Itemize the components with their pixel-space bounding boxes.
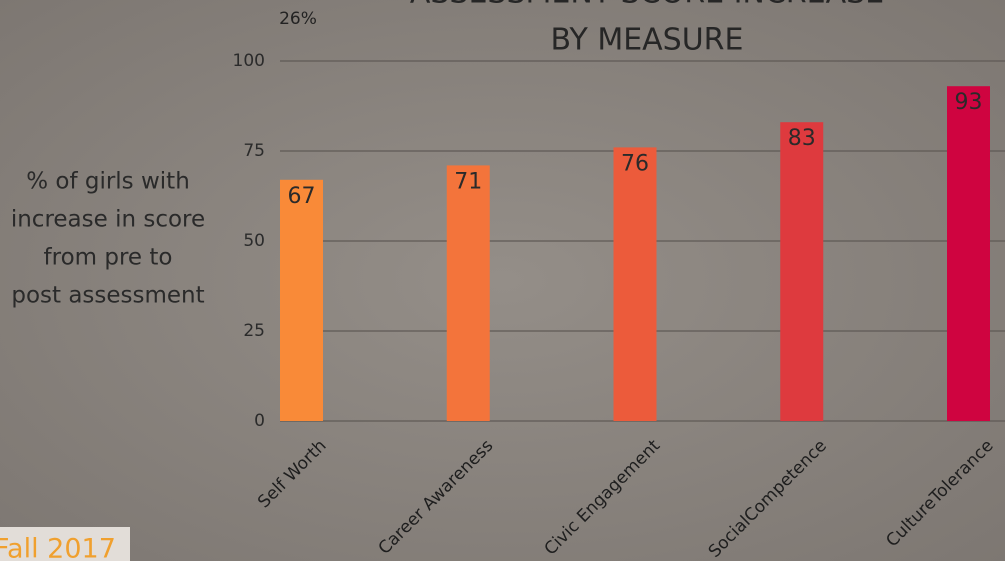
value-label: 67: [288, 184, 316, 209]
bar: [614, 147, 657, 421]
value-label: 71: [454, 169, 482, 194]
y-axis-label: % of girls with: [26, 169, 190, 195]
background: [0, 0, 1005, 561]
chart: ASSESSMENT SCORE INCREASE BY MEASURE 26%…: [0, 0, 1005, 561]
y-axis-label: from pre to: [44, 245, 173, 271]
bar: [280, 180, 323, 421]
bar: [780, 122, 823, 421]
y-tick-label: 0: [254, 411, 265, 431]
y-tick-label: 50: [243, 231, 265, 251]
chart-title: ASSESSMENT SCORE INCREASE: [410, 0, 884, 11]
footer-label: Fall 2017: [0, 534, 116, 561]
y-axis-label: post assessment: [11, 283, 204, 309]
y-tick-label: 100: [233, 51, 265, 71]
y-tick-label: 75: [243, 141, 265, 161]
value-label: 76: [621, 151, 649, 176]
value-label: 93: [955, 90, 983, 115]
annotation: 26%: [279, 9, 317, 29]
y-tick-label: 25: [243, 321, 265, 341]
y-axis-label: increase in score: [11, 207, 205, 233]
bar: [447, 165, 490, 421]
bar: [947, 86, 990, 421]
chart-title: BY MEASURE: [551, 23, 744, 58]
value-label: 83: [788, 126, 816, 151]
